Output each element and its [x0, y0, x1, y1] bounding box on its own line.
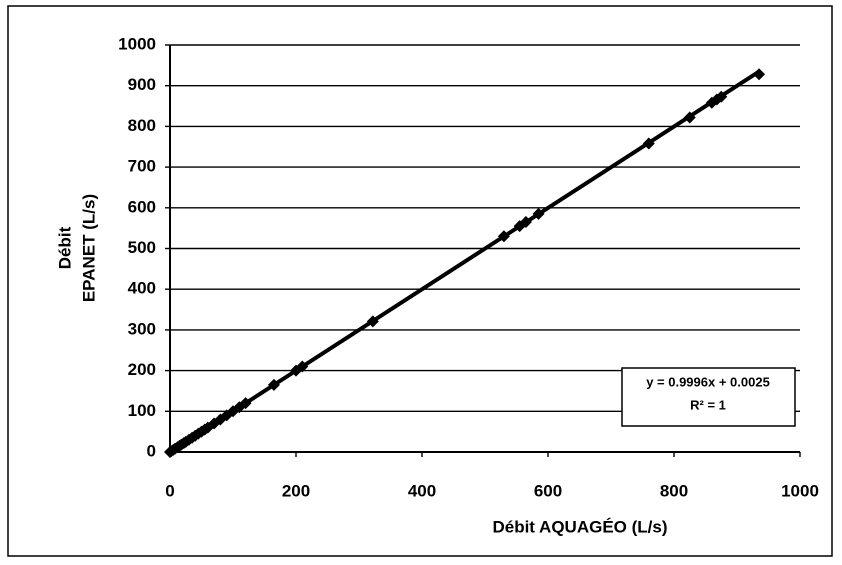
x-tick-label: 800 — [660, 481, 688, 500]
chart-border — [7, 5, 833, 557]
y-axis-label: EPANET (L/s) — [79, 194, 98, 302]
y-tick-label: 900 — [128, 75, 156, 94]
point — [753, 68, 766, 81]
point — [715, 90, 728, 103]
y-tick-label: 1000 — [118, 34, 156, 53]
x-axis-label: Débit AQUAGÉO (L/s) — [492, 517, 667, 536]
x-tick-label: 400 — [408, 481, 436, 500]
y-tick-label: 400 — [128, 279, 156, 298]
y-tick-label: 100 — [128, 401, 156, 420]
point — [267, 378, 280, 391]
x-tick-label: 1000 — [781, 481, 819, 500]
point — [497, 230, 510, 243]
point — [683, 111, 696, 124]
y-tick-label: 300 — [128, 319, 156, 338]
x-tick-label: 200 — [282, 481, 310, 500]
point — [366, 315, 379, 328]
point — [532, 207, 545, 220]
trendline — [168, 69, 761, 454]
y-tick-label: 500 — [128, 238, 156, 257]
y-tick-label: 600 — [128, 197, 156, 216]
r-squared: R² = 1 — [690, 397, 726, 412]
point — [296, 360, 309, 373]
point — [519, 216, 532, 229]
equation: y = 0.9996x + 0.0025 — [646, 374, 770, 389]
y-axis-label: Débit — [55, 226, 74, 269]
x-tick-label: 0 — [165, 481, 174, 500]
x-tick-label: 600 — [534, 481, 562, 500]
y-axis-label-group: Débit EPANET (L/s) — [55, 194, 98, 302]
y-tick-label: 0 — [147, 441, 156, 460]
point — [642, 137, 655, 150]
y-tick-label: 700 — [128, 157, 156, 176]
y-tick-label: 800 — [128, 116, 156, 135]
equation-box — [621, 367, 796, 427]
point — [239, 397, 252, 410]
y-tick-label: 200 — [128, 360, 156, 379]
